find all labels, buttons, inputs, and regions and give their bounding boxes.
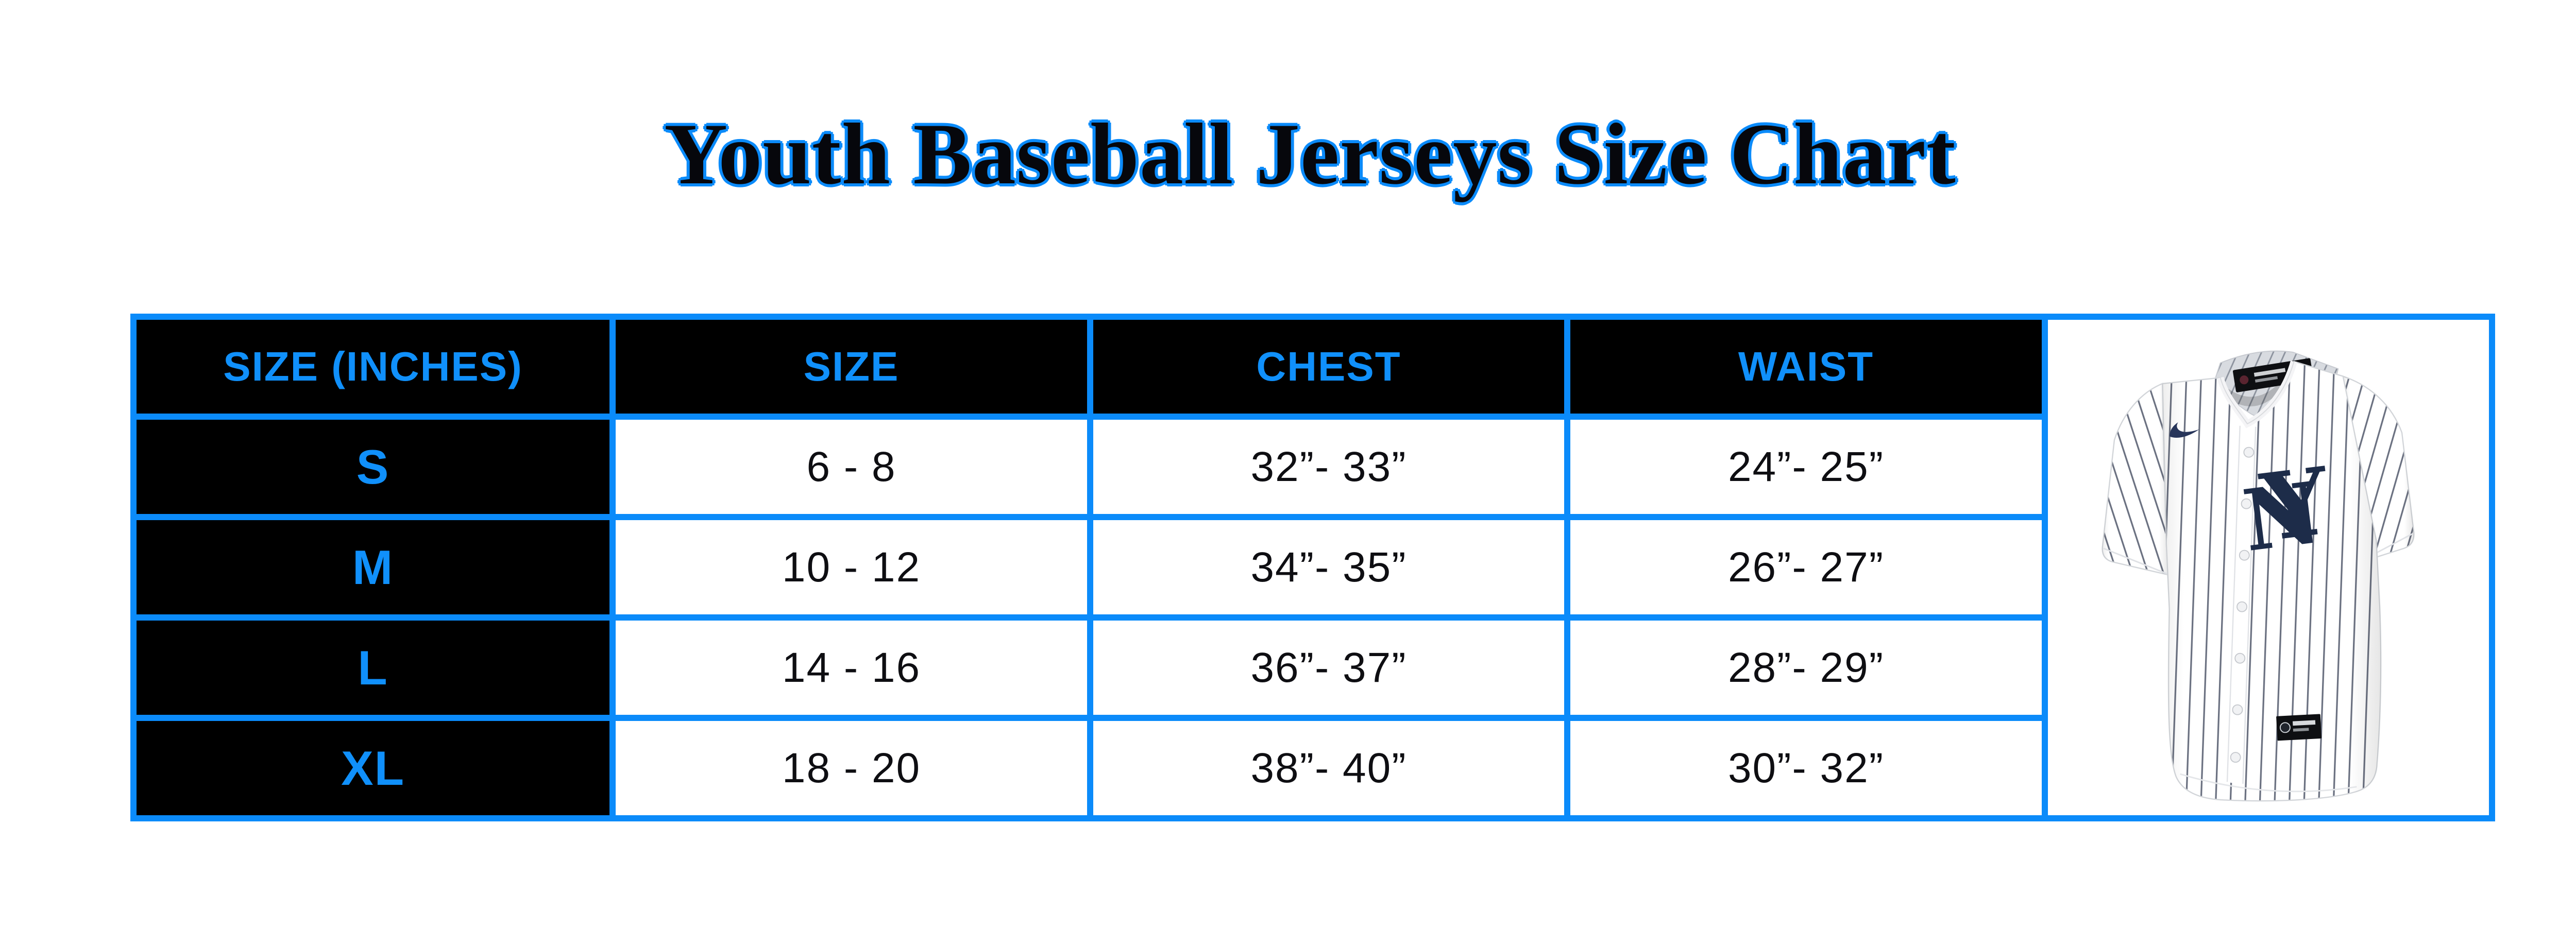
column-header-size-inches: SIZE (INCHES) xyxy=(130,314,616,420)
column-header-waist: WAIST xyxy=(1564,314,2048,420)
jersey-jock-tag xyxy=(2276,714,2322,741)
jersey-body xyxy=(2162,360,2382,802)
header-row: SIZE (INCHES) SIZE CHEST WAIST xyxy=(130,314,2495,821)
waist-cell: 24”- 25” xyxy=(1564,414,2048,520)
size-label-cell: S xyxy=(130,414,616,520)
chest-cell: 34”- 35” xyxy=(1087,514,1570,621)
table-row-s: S 6 - 8 32”- 33” 24”- 25” xyxy=(130,414,2492,520)
nike-swoosh-icon xyxy=(2170,422,2199,438)
size-chart-table: SIZE (INCHES) SIZE CHEST WAIST xyxy=(130,314,2495,821)
chest-cell: 32”- 33” xyxy=(1087,414,1570,520)
table-row-l: L 14 - 16 36”- 37” 28”- 29” xyxy=(130,614,2492,721)
svg-text:N: N xyxy=(2238,462,2326,571)
size-range-cell: 10 - 12 xyxy=(609,514,1093,621)
waist-cell: 26”- 27” xyxy=(1564,514,2048,621)
size-label-cell: M xyxy=(130,514,616,621)
ny-monogram-logo: N Y xyxy=(2238,447,2336,571)
product-image-cell: N Y xyxy=(2042,314,2495,821)
jersey-buttons xyxy=(2230,446,2255,763)
table-row-xl: XL 18 - 20 38”- 40” 30”- 32” xyxy=(130,715,2492,821)
column-header-chest: CHEST xyxy=(1087,314,1570,420)
chest-cell: 38”- 40” xyxy=(1087,715,1570,821)
jersey-left-sleeve xyxy=(2102,383,2170,576)
waist-cell: 28”- 29” xyxy=(1564,614,2048,721)
size-range-cell: 18 - 20 xyxy=(609,715,1093,821)
table-row-m: M 10 - 12 34”- 35” 26”- 27” xyxy=(130,514,2492,621)
jersey-placket xyxy=(2226,423,2257,785)
svg-text:Y: Y xyxy=(2255,447,2336,563)
chest-cell: 36”- 37” xyxy=(1087,614,1570,721)
size-label-cell: L xyxy=(130,614,616,721)
size-label-cell: XL xyxy=(130,715,616,821)
jersey-image: N Y xyxy=(2102,350,2415,802)
column-header-size: SIZE xyxy=(609,314,1093,420)
size-range-cell: 14 - 16 xyxy=(609,614,1093,721)
jersey-collar-edge xyxy=(2219,361,2295,425)
page-title: Youth Baseball Jerseys Size Chart xyxy=(664,106,1956,202)
waist-cell: 30”- 32” xyxy=(1564,715,2048,821)
size-range-cell: 6 - 8 xyxy=(609,414,1093,520)
